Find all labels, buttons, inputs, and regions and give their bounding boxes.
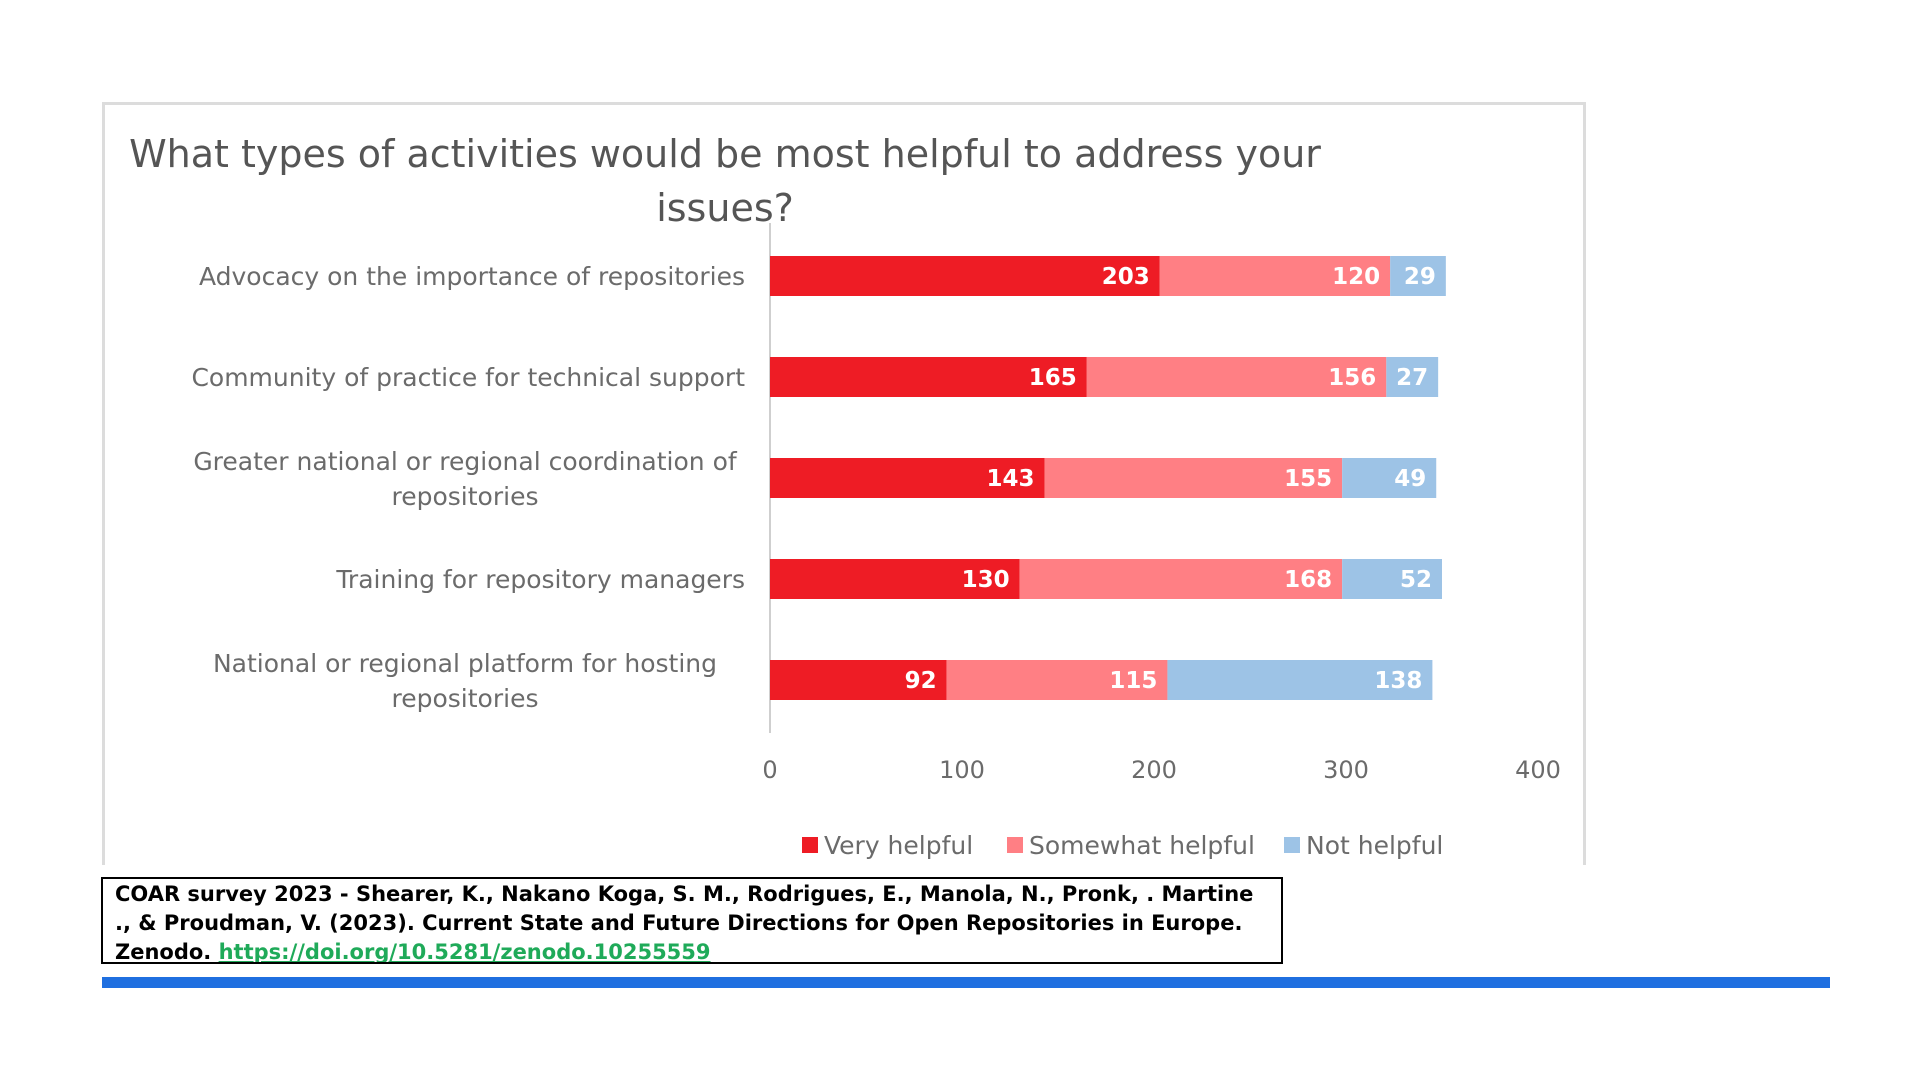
bar-somewhat-helpful-1 (1159, 256, 1391, 296)
bar-somewhat-helpful-4 (1019, 559, 1343, 599)
bar-very-helpful-1 (770, 256, 1160, 296)
legend-swatch-somewhat-helpful (1007, 837, 1023, 853)
legend-label-not-helpful: Not helpful (1306, 831, 1443, 860)
x-tick-label-0: 0 (762, 756, 777, 784)
bar-not-helpful-2 (1386, 357, 1439, 397)
x-tick-label-100: 100 (939, 756, 985, 784)
bar-label-somewhat-helpful-1: 120 (1332, 264, 1380, 290)
citation-box: COAR survey 2023 - Shearer, K., Nakano K… (101, 877, 1283, 964)
bar-label-somewhat-helpful-5: 115 (1109, 668, 1157, 694)
bar-label-not-helpful-5: 138 (1374, 668, 1422, 694)
bar-not-helpful-3 (1342, 458, 1437, 498)
bar-label-not-helpful-1: 29 (1404, 264, 1436, 290)
chart-title: What types of activities would be most h… (129, 132, 1321, 230)
citation-text: COAR survey 2023 - Shearer, K., Nakano K… (115, 882, 1254, 964)
legend-label-somewhat-helpful: Somewhat helpful (1029, 831, 1255, 860)
chart-frame: What types of activities would be most h… (102, 102, 1586, 865)
legend-swatch-not-helpful (1284, 837, 1300, 853)
bar-label-not-helpful-2: 27 (1396, 365, 1428, 391)
legend-swatch-very-helpful (802, 837, 818, 853)
bar-label-not-helpful-4: 52 (1400, 567, 1432, 593)
bar-not-helpful-4 (1342, 559, 1442, 599)
category-label-2: Community of practice for technical supp… (191, 363, 745, 392)
chart-svg: Advocacy on the importance of repositori… (191, 223, 1561, 860)
bar-very-helpful-5 (770, 660, 947, 700)
bar-somewhat-helpful-5 (946, 660, 1168, 700)
category-label-4: Training for repository managers (335, 565, 745, 594)
bar-label-very-helpful-4: 130 (962, 567, 1010, 593)
bar-label-very-helpful-1: 203 (1102, 264, 1150, 290)
bar-not-helpful-1 (1390, 256, 1446, 296)
bar-not-helpful-5 (1167, 660, 1433, 700)
bar-label-very-helpful-3: 143 (987, 466, 1035, 492)
bar-label-not-helpful-3: 49 (1394, 466, 1426, 492)
bar-very-helpful-2 (770, 357, 1087, 397)
bar-label-somewhat-helpful-3: 155 (1284, 466, 1332, 492)
x-tick-label-400: 400 (1515, 756, 1561, 784)
legend-label-very-helpful: Very helpful (824, 831, 973, 860)
bar-label-somewhat-helpful-2: 156 (1328, 365, 1376, 391)
category-label-1: Advocacy on the importance of repositori… (199, 262, 745, 291)
bar-label-somewhat-helpful-4: 168 (1284, 567, 1332, 593)
bar-label-very-helpful-5: 92 (905, 668, 937, 694)
x-tick-label-200: 200 (1131, 756, 1177, 784)
category-label-5: National or regional platform for hostin… (213, 649, 717, 713)
x-tick-label-300: 300 (1323, 756, 1369, 784)
bar-very-helpful-4 (770, 559, 1020, 599)
category-label-3: Greater national or regional coordinatio… (193, 447, 738, 511)
bar-somewhat-helpful-2 (1086, 357, 1387, 397)
bar-very-helpful-3 (770, 458, 1045, 498)
citation-link[interactable]: https://doi.org/10.5281/zenodo.10255559 (218, 940, 711, 964)
bar-somewhat-helpful-3 (1044, 458, 1343, 498)
accent-divider (102, 977, 1830, 988)
bar-label-very-helpful-2: 165 (1029, 365, 1077, 391)
